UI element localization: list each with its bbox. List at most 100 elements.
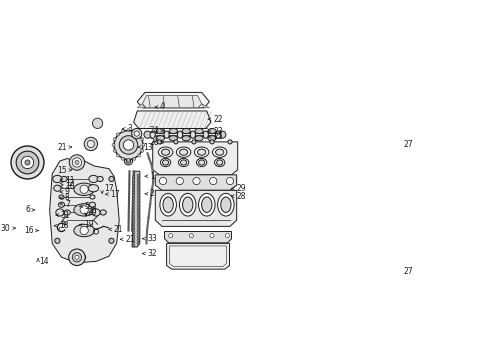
Circle shape <box>176 177 183 185</box>
Circle shape <box>73 253 82 262</box>
Circle shape <box>132 201 135 203</box>
Circle shape <box>93 118 103 129</box>
Ellipse shape <box>169 136 177 141</box>
Text: 21: 21 <box>57 143 67 152</box>
Circle shape <box>84 137 98 150</box>
Ellipse shape <box>196 158 207 167</box>
Ellipse shape <box>54 185 61 191</box>
Text: 16: 16 <box>24 226 34 235</box>
Circle shape <box>327 158 342 172</box>
Ellipse shape <box>158 147 173 157</box>
Text: 2: 2 <box>150 189 155 198</box>
Circle shape <box>80 206 88 214</box>
Polygon shape <box>155 190 237 226</box>
Circle shape <box>132 197 135 200</box>
Ellipse shape <box>160 193 176 216</box>
Text: 10: 10 <box>65 182 74 191</box>
Circle shape <box>16 151 39 174</box>
Circle shape <box>461 161 468 168</box>
Circle shape <box>137 230 140 232</box>
Circle shape <box>137 196 140 198</box>
Circle shape <box>134 131 139 136</box>
Polygon shape <box>202 104 209 108</box>
Polygon shape <box>153 142 238 175</box>
Circle shape <box>141 149 144 152</box>
Text: 27: 27 <box>404 267 414 276</box>
Circle shape <box>126 159 130 163</box>
Circle shape <box>157 140 162 144</box>
Ellipse shape <box>197 149 206 155</box>
Text: 4: 4 <box>160 103 165 112</box>
Polygon shape <box>49 158 119 262</box>
Ellipse shape <box>144 131 151 138</box>
Text: 6: 6 <box>25 206 30 215</box>
Circle shape <box>138 133 141 136</box>
Ellipse shape <box>216 149 224 155</box>
Text: 12: 12 <box>65 179 74 188</box>
Circle shape <box>159 177 167 185</box>
Ellipse shape <box>59 195 64 199</box>
Text: 21: 21 <box>114 225 123 234</box>
Polygon shape <box>376 179 468 220</box>
Polygon shape <box>155 175 237 190</box>
Circle shape <box>226 177 234 185</box>
Text: 14: 14 <box>40 257 49 266</box>
Text: 23: 23 <box>213 127 222 136</box>
Circle shape <box>169 234 173 238</box>
Circle shape <box>189 234 194 238</box>
Text: 9: 9 <box>65 188 70 197</box>
Ellipse shape <box>325 129 330 133</box>
Circle shape <box>174 140 178 144</box>
Ellipse shape <box>89 175 98 183</box>
Circle shape <box>75 255 79 259</box>
Circle shape <box>121 130 124 133</box>
Circle shape <box>137 193 140 195</box>
Ellipse shape <box>92 209 100 216</box>
Ellipse shape <box>74 204 95 216</box>
Circle shape <box>137 227 140 229</box>
Text: 11: 11 <box>65 176 74 185</box>
Circle shape <box>127 158 130 161</box>
Ellipse shape <box>198 160 205 165</box>
Text: 27: 27 <box>404 140 414 149</box>
Circle shape <box>80 255 86 260</box>
Circle shape <box>210 177 217 185</box>
Circle shape <box>132 213 135 215</box>
Polygon shape <box>165 231 232 243</box>
Circle shape <box>80 185 88 193</box>
Ellipse shape <box>213 147 227 157</box>
Ellipse shape <box>53 175 62 183</box>
Ellipse shape <box>203 131 208 138</box>
Circle shape <box>137 236 140 238</box>
Circle shape <box>132 210 135 212</box>
Text: 18: 18 <box>59 221 69 230</box>
Ellipse shape <box>156 136 165 141</box>
Circle shape <box>116 154 120 157</box>
Text: 3: 3 <box>127 125 132 134</box>
Circle shape <box>132 188 135 190</box>
Text: 17: 17 <box>110 190 120 199</box>
Circle shape <box>133 130 136 133</box>
Circle shape <box>137 199 140 201</box>
Text: 32: 32 <box>147 249 157 258</box>
Circle shape <box>137 233 140 235</box>
Text: 1: 1 <box>150 172 155 181</box>
Circle shape <box>124 157 133 165</box>
Text: 13: 13 <box>143 143 153 152</box>
Ellipse shape <box>179 193 196 216</box>
Ellipse shape <box>74 183 95 195</box>
Ellipse shape <box>169 129 177 134</box>
Circle shape <box>210 140 214 144</box>
Ellipse shape <box>182 136 190 141</box>
Polygon shape <box>134 111 211 129</box>
Ellipse shape <box>177 131 183 138</box>
Ellipse shape <box>90 195 95 199</box>
Ellipse shape <box>220 197 231 212</box>
Circle shape <box>132 238 135 240</box>
Circle shape <box>132 194 135 197</box>
Circle shape <box>132 231 135 234</box>
Ellipse shape <box>156 129 165 134</box>
Ellipse shape <box>150 131 155 138</box>
Ellipse shape <box>195 129 203 134</box>
Ellipse shape <box>208 129 216 134</box>
